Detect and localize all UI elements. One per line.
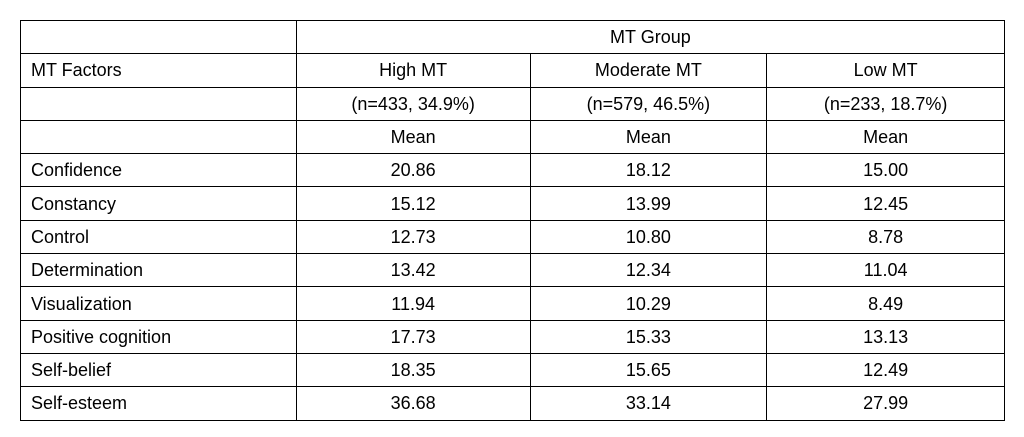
mean-value: 20.86	[295, 153, 531, 188]
mean-value: 10.29	[529, 286, 768, 321]
row-header-label: MT Factors	[20, 53, 297, 88]
group-header: MT Group	[295, 19, 1006, 55]
mean-value: 15.65	[529, 352, 768, 388]
factor-name: Self-esteem	[20, 386, 297, 421]
data-row: Visualization 11.94 10.29 8.49	[20, 286, 1005, 321]
mean-value: 18.12	[529, 153, 768, 188]
stat-label: Mean	[295, 119, 531, 155]
mean-value: 13.42	[295, 253, 531, 288]
data-row: Control 12.73 10.80 8.78	[20, 219, 1005, 255]
stat-row: Mean Mean Mean	[20, 119, 1005, 155]
data-row: Confidence 20.86 18.12 15.00	[20, 153, 1005, 188]
data-row: Positive cognition 17.73 15.33 13.13	[20, 319, 1005, 354]
size-row: (n=433, 34.9%) (n=579, 46.5%) (n=233, 18.7…	[20, 86, 1005, 121]
mean-value: 33.14	[529, 386, 768, 421]
mean-value: 11.04	[766, 253, 1005, 288]
mean-value: 11.94	[295, 286, 531, 321]
mean-value: 8.78	[766, 219, 1005, 255]
factor-name: Determination	[20, 253, 297, 288]
group-size: (n=233, 18.7%)	[766, 86, 1005, 121]
header-row: MT Factors High MT Moderate MT Low MT	[20, 53, 1005, 88]
mean-value: 36.68	[295, 386, 531, 421]
factor-name: Confidence	[20, 153, 297, 188]
stat-label: Mean	[529, 119, 768, 155]
factor-name: Visualization	[20, 286, 297, 321]
factor-name: Constancy	[20, 186, 297, 221]
mean-value: 27.99	[766, 386, 1005, 421]
factor-name: Control	[20, 219, 297, 255]
data-row: Self-belief 18.35 15.65 12.49	[20, 352, 1005, 388]
mean-value: 12.45	[766, 186, 1005, 221]
mean-value: 17.73	[295, 319, 531, 354]
mean-value: 12.49	[766, 352, 1005, 388]
column-header: High MT	[295, 53, 531, 88]
mean-value: 13.99	[529, 186, 768, 221]
mean-value: 18.35	[295, 352, 531, 388]
mean-value: 15.00	[766, 153, 1005, 188]
mean-value: 10.80	[529, 219, 768, 255]
factor-name: Positive cognition	[20, 319, 297, 354]
mean-value: 13.13	[766, 319, 1005, 354]
group-size: (n=433, 34.9%)	[295, 86, 531, 121]
data-row: Self-esteem 36.68 33.14 27.99	[20, 386, 1005, 421]
empty-cell	[20, 119, 297, 155]
mean-value: 12.34	[529, 253, 768, 288]
data-row: Determination 13.42 12.34 11.04	[20, 253, 1005, 288]
mean-value: 12.73	[295, 219, 531, 255]
stat-label: Mean	[766, 119, 1005, 155]
group-size: (n=579, 46.5%)	[529, 86, 768, 121]
results-table: MT Group MT Factors High MT Moderate MT Low…	[20, 19, 1006, 421]
column-header: Low MT	[766, 53, 1005, 88]
mean-value: 15.12	[295, 186, 531, 221]
mean-value: 15.33	[529, 319, 768, 354]
empty-cell	[20, 19, 297, 55]
factor-name: Self-belief	[20, 352, 297, 388]
empty-cell	[20, 86, 297, 121]
column-header: Moderate MT	[529, 53, 768, 88]
group-row: MT Group	[20, 19, 1006, 55]
data-row: Constancy 15.12 13.99 12.45	[20, 186, 1005, 221]
mean-value: 8.49	[766, 286, 1005, 321]
table-body: MT Group MT Factors High MT Moderate MT Low…	[20, 19, 1006, 421]
